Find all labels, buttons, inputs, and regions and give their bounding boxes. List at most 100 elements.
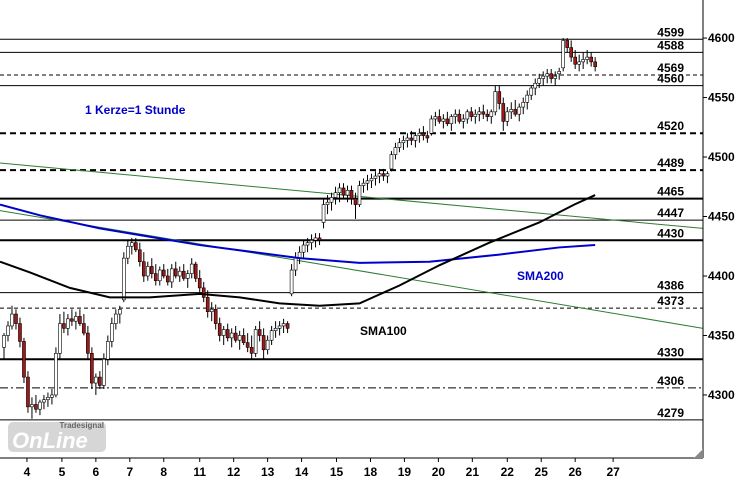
candle-body [293,257,298,271]
candle-body [453,113,458,117]
candle-body [537,78,542,84]
y-tick-label: 4300 [708,388,735,402]
candle-body [465,111,470,120]
candle-body [589,56,593,63]
candle-body [357,185,362,205]
candle-body [289,269,294,295]
candle-body [197,278,202,289]
candle-body [10,313,14,327]
candle-body [213,308,218,324]
candle-body [341,187,346,196]
level-label: 4330 [657,345,684,359]
candle-body [50,394,54,398]
candle-body [513,109,518,115]
level-label: 4569 [657,61,684,75]
candle-body [265,339,270,351]
level-label: 4430 [657,226,684,240]
candle-body [217,323,222,336]
candle-body [14,313,18,324]
candle-body [333,192,338,198]
candle-body [497,91,502,104]
candle-body [181,270,186,279]
candle-body [161,269,166,277]
candle-body [373,175,378,179]
candle-body [90,353,94,384]
candle-body [345,190,350,196]
candle-body [389,154,394,170]
y-tick-label: 4600 [708,31,735,45]
x-tick-label: 22 [501,465,515,479]
candle-body [257,329,262,336]
candle-body [361,182,366,186]
level-label: 4489 [657,156,684,170]
candle-body [565,40,569,48]
candle-body [102,358,106,386]
candle-body [397,142,402,148]
x-tick-label: 20 [432,465,446,479]
candle-body [529,87,534,96]
candle-body [221,329,226,336]
candle-body [585,56,589,60]
candle-body [577,61,581,65]
candle-body [233,332,238,341]
candle-body [365,180,370,184]
candle-body [509,109,514,113]
candle-body [561,40,565,69]
x-tick-label: 21 [466,465,480,479]
level-label: 4306 [657,374,684,388]
candle-body [381,173,386,177]
candle-body [189,263,194,274]
trendline [0,210,704,329]
candle-body [269,330,274,341]
candle-body [253,329,258,354]
level-label: 4373 [657,294,684,308]
candle-body [449,116,454,125]
level-label: 4279 [657,406,684,420]
candle-body [325,201,330,205]
x-tick-label: 6 [93,465,100,479]
candle-body [521,102,526,108]
moving-average [0,194,596,307]
x-tick-label: 11 [193,465,206,479]
candle-body [169,268,174,283]
x-tick-label: 4 [24,465,31,479]
x-tick-label: 14 [295,465,309,479]
candle-body [393,147,398,155]
x-tick-label: 13 [261,465,275,479]
candle-body [541,75,546,79]
candle-body [106,341,110,360]
candle-body [201,287,206,298]
candle-body [38,401,42,410]
candle-body [141,261,146,277]
candle-body [525,94,530,103]
x-tick-label: 15 [330,465,344,479]
candle-body [22,341,26,378]
candle-body [417,132,422,136]
candle-body [301,244,306,253]
candle-body [505,111,510,122]
candle-body [493,91,498,113]
annotation: SMA200 [517,269,564,283]
candle-body [34,404,38,410]
candle-body [473,113,478,117]
candle-body [545,73,550,77]
candle-body [305,242,310,246]
candle-body [46,397,50,401]
candle-body [581,59,585,63]
candle-body [70,318,74,322]
candle-body [385,173,390,177]
candle-body [593,61,597,67]
logo-text: Tradesignal [60,421,104,430]
candle-body [149,266,154,274]
candle-body [485,113,490,117]
x-tick-label: 5 [59,465,66,479]
candle-body [457,113,462,122]
candle-body [30,404,34,408]
candle-body [114,313,118,324]
candle-body [62,323,66,329]
candle-body [241,335,246,343]
candle-body [425,135,430,139]
candle-body [405,137,410,141]
